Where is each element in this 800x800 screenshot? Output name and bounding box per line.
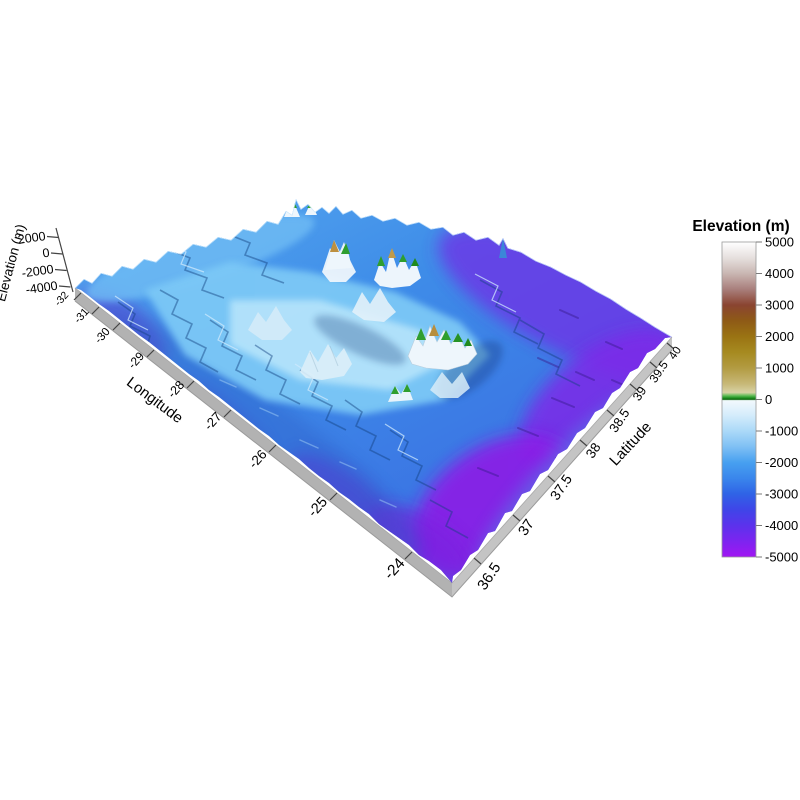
latitude-tick-label: 39 <box>630 384 649 403</box>
colorbar-tick-labels: 5000 4000 3000 2000 1000 0 -1000 -2000 -… <box>765 235 798 565</box>
latitude-axis-ticks <box>473 342 675 565</box>
colorbar-tick-label: 3000 <box>765 298 794 313</box>
elevation-axis-title: Elevation (m) <box>0 222 28 303</box>
colorbar-tick-label: 4000 <box>765 266 794 281</box>
longitude-axis-ticks <box>73 292 413 560</box>
plateau-rear-left <box>85 214 315 302</box>
colorbar-tick-label: 5000 <box>765 235 794 250</box>
colorbar-title: Elevation (m) <box>692 218 789 235</box>
colorbar-tick-label: 1000 <box>765 361 794 376</box>
elevation-axis-ticks <box>46 235 71 288</box>
colorbar-tick-label: -4000 <box>765 518 798 533</box>
elevation-tick-label: -4000 <box>25 279 59 297</box>
colorbar-tick-label: -1000 <box>765 424 798 439</box>
latitude-tick-label: 40 <box>667 345 684 362</box>
colorbar-tick-label: 2000 <box>765 329 794 344</box>
colorbar-tick-label: -3000 <box>765 487 798 502</box>
latitude-tick-label: 38 <box>583 440 604 461</box>
elevation-tick-label: 2000 <box>17 229 47 247</box>
colorbar: Elevation (m) 5000 4000 3000 2000 1000 0… <box>692 218 798 565</box>
slab-right-face <box>452 337 672 597</box>
colorbar-tick-label: -2000 <box>765 455 798 470</box>
slab-bottom-edge <box>74 300 673 598</box>
elevation-tick-label: -2000 <box>21 262 55 280</box>
colorbar-ticks <box>756 241 762 558</box>
colorbar-tick-label: -5000 <box>765 550 798 565</box>
colorbar-tick-label: 0 <box>765 392 772 407</box>
foreground-ridge-dashes <box>219 379 397 508</box>
colorbar-gradient <box>721 241 757 558</box>
latitude-tick-label: 37 <box>516 517 538 539</box>
elevation-axis-line <box>55 227 74 293</box>
shadow-patch-2 <box>314 315 406 365</box>
elevation-tick-label: 0 <box>42 246 51 261</box>
base-slab <box>74 287 673 598</box>
island-peaks <box>284 199 507 402</box>
slab-left-face <box>75 288 452 597</box>
